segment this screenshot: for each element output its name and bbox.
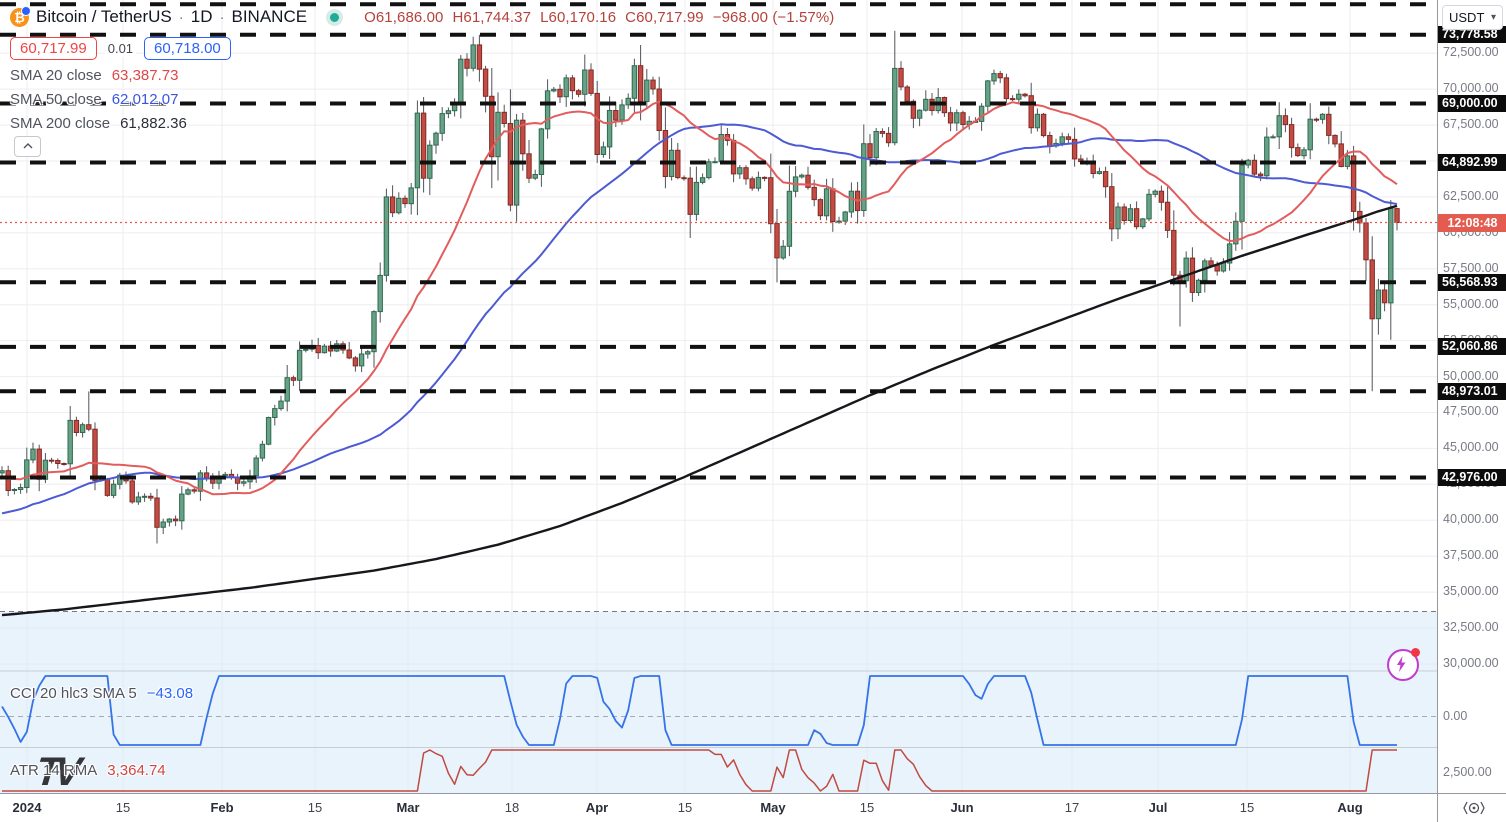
atr-value: 3,364.74 [107, 762, 166, 779]
time-tick: 15 [859, 800, 875, 815]
sma50-line [1, 123, 1398, 515]
sma20-legend[interactable]: SMA 20 close 63,387.73 [10, 67, 178, 84]
price-tick: 37,500.00 [1443, 548, 1499, 563]
price-level-label[interactable]: 48,973.01 [1438, 382, 1506, 400]
price-tick: 72,500.00 [1443, 45, 1499, 60]
market-status-icon[interactable] [326, 8, 344, 26]
sell-button[interactable]: 60,717.99 [10, 37, 97, 60]
price-level-label[interactable]: 64,892.99 [1438, 154, 1506, 172]
time-tick: Feb [210, 800, 234, 815]
bitcoin-icon: ₿ [10, 5, 31, 27]
price-level-label[interactable]: 42,976.00 [1438, 469, 1506, 486]
candles [0, 30, 1400, 544]
cci-value: −43.08 [146, 685, 194, 702]
sma200-line [1, 204, 1398, 617]
high-value: H61,744.37 [452, 8, 532, 26]
price-tick: 62,500.00 [1443, 188, 1499, 203]
time-tick: 18 [504, 800, 520, 815]
sma50-label: SMA 50 close [10, 91, 102, 108]
cci-zero-tick: 0.00 [1443, 708, 1468, 723]
time-tick: 15 [1239, 800, 1255, 815]
time-tick: Mar [396, 800, 420, 815]
time-tick: Apr [585, 800, 609, 815]
sma50-value: 62,012.07 [111, 91, 179, 108]
cci-title: CCI 20 hlc3 SMA 5 [10, 685, 137, 702]
time-tick: 2024 [12, 800, 42, 815]
bar-countdown-badge: 12:08:48 [1438, 214, 1506, 232]
cci-band [0, 611, 1437, 793]
symbol-title[interactable]: Bitcoin / TetherUS [36, 7, 172, 26]
sma50-legend[interactable]: SMA 50 close 62,012.07 [10, 91, 178, 108]
low-value: L60,170.16 [540, 8, 617, 26]
sma20-label: SMA 20 close [10, 67, 102, 84]
axis-corner [1437, 794, 1506, 822]
cci-pane-legend[interactable]: CCI 20 hlc3 SMA 5 −43.08 [10, 685, 193, 702]
price-tick: 45,000.00 [1443, 440, 1499, 455]
atr-line [2, 749, 1397, 792]
change-value: −968.00 (−1.57%) [712, 8, 835, 26]
time-tick: 15 [307, 800, 323, 815]
time-tick: Aug [1337, 800, 1363, 815]
time-tick: Jun [950, 800, 974, 815]
symbol-legend: ₿ Bitcoin / TetherUS · 1D · BINANCE O61,… [10, 5, 834, 27]
flash-events-button[interactable] [1387, 648, 1420, 681]
price-tick: 70,000.00 [1443, 81, 1499, 96]
bid-ask-row: 60,717.99 0.01 60,718.00 [10, 37, 231, 60]
spread-value: 0.01 [104, 40, 137, 57]
open-value: O61,686.00 [364, 8, 444, 26]
time-tick: 15 [677, 800, 693, 815]
price-level-label[interactable]: 69,000.00 [1438, 94, 1506, 112]
atr-pane-legend[interactable]: ATR 14 RMA 3,364.74 [10, 762, 166, 779]
currency-label: USDT [1449, 10, 1485, 25]
chevron-down-icon: ▾ [1490, 12, 1496, 23]
time-tick: May [760, 800, 786, 815]
lightning-icon [1397, 656, 1406, 672]
price-level-label[interactable]: 56,568.93 [1438, 273, 1506, 291]
sma200-legend[interactable]: SMA 200 close 61,882.36 [10, 115, 187, 132]
time-tick: 15 [115, 800, 131, 815]
price-level-lines[interactable] [0, 2, 1437, 480]
price-tick: 32,500.00 [1443, 620, 1499, 635]
price-tick: 55,000.00 [1443, 296, 1499, 311]
price-tick: 50,000.00 [1443, 368, 1499, 383]
price-tick: 67,500.00 [1443, 117, 1499, 132]
sma200-label: SMA 200 close [10, 115, 111, 132]
interval-label[interactable]: 1D [190, 7, 213, 26]
time-axis[interactable]: 2024 15 Feb 15 Mar 18 Apr 15 May 15 Jun 17 Jul 15 Aug [0, 793, 1506, 822]
cci-line [1, 675, 1397, 746]
sma20-value: 63,387.73 [111, 67, 179, 84]
atr-title: ATR 14 RMA [10, 762, 98, 779]
scales-settings-icon[interactable] [1462, 798, 1486, 818]
sma200-value: 61,882.36 [120, 115, 187, 132]
price-level-label[interactable]: 52,060.86 [1438, 338, 1506, 356]
price-tick: 47,500.00 [1443, 404, 1499, 419]
time-tick: 17 [1064, 800, 1080, 815]
atr-tick: 2,500.00 [1443, 765, 1492, 779]
price-tick: 30,000.00 [1443, 655, 1499, 670]
price-axis[interactable]: USDT ▾ 12:08:48 72,500.00 70,000.00 67,500… [1437, 0, 1506, 793]
price-tick: 57,500.00 [1443, 260, 1499, 275]
ohlc-readout: O61,686.00 H61,744.37 L60,170.16 C60,717… [364, 9, 834, 26]
buy-button[interactable]: 60,718.00 [144, 37, 231, 60]
price-tick: 40,000.00 [1443, 512, 1499, 527]
price-level-label[interactable]: 73,778.58 [1438, 26, 1506, 44]
chevron-up-icon [23, 143, 32, 149]
time-tick: Jul [1148, 800, 1168, 815]
candlestick-chart[interactable] [0, 0, 1437, 793]
currency-dropdown[interactable]: USDT ▾ [1442, 5, 1503, 30]
exchange-label: BINANCE [231, 7, 308, 26]
price-tick: 35,000.00 [1443, 584, 1499, 599]
close-value: C60,717.99 [625, 8, 704, 26]
separator: · [178, 8, 184, 26]
separator: · [219, 8, 225, 26]
collapse-legend-button[interactable] [14, 136, 41, 157]
sma20-line [1, 100, 1398, 496]
